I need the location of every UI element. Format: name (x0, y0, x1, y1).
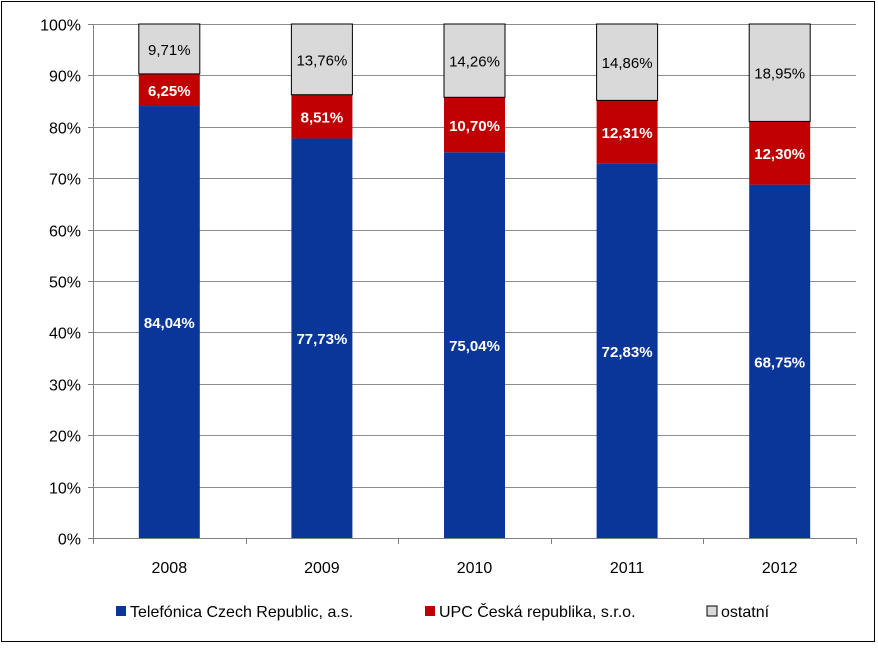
data-label: 75,04% (449, 338, 500, 355)
bar-segment (291, 94, 353, 139)
legend-swatch (706, 605, 718, 617)
bar-segment (749, 184, 811, 538)
legend-label: ostatní (721, 604, 770, 621)
x-tick-label: 2011 (610, 560, 645, 577)
bar-segment (596, 100, 658, 164)
x-tick-label: 2009 (304, 560, 340, 577)
data-labels: 84,04% 6,25% 9,71% 77,73% 8,51% 13,76% 75,04% 1… (144, 42, 805, 371)
legend-label: Telefónica Czech Republic, a.s. (130, 604, 353, 621)
x-tick-label: 2012 (762, 560, 798, 577)
bar-segment (596, 23, 659, 101)
bar-segment (749, 121, 811, 185)
y-tick-label: 30% (49, 378, 81, 395)
data-label: 6,25% (148, 83, 191, 100)
bar-segment (138, 73, 200, 107)
x-tick-label: 2010 (457, 560, 493, 577)
y-tick-label: 0% (58, 532, 81, 549)
bars (138, 23, 811, 539)
data-label: 12,30% (754, 146, 805, 163)
data-label: 13,76% (296, 52, 347, 69)
axes: 0% 10% 20% 30% 40% 50% 60% 70% 80% 90% 100% 2008 200… (40, 18, 857, 577)
bar-segment (291, 138, 353, 538)
y-tick-label: 100% (40, 18, 81, 35)
data-label: 68,75% (754, 354, 805, 371)
data-label: 12,31% (602, 125, 653, 142)
y-tick-label: 80% (49, 121, 81, 138)
y-tick-label: 90% (49, 69, 81, 86)
bar-segment (444, 152, 505, 538)
bar-segment (138, 23, 201, 75)
bar-segment (443, 23, 506, 98)
legend-label: UPC Česká republika, s.r.o. (439, 602, 636, 621)
legend: Telefónica Czech Republic, a.s. UPC Česká… (116, 602, 770, 621)
bar-segment (596, 163, 658, 538)
data-label: 77,73% (296, 331, 347, 348)
data-label: 84,04% (144, 315, 195, 332)
data-label: 8,51% (301, 110, 344, 127)
data-label: 14,26% (449, 54, 500, 71)
bar-segment (138, 106, 200, 539)
y-tick-label: 60% (49, 224, 81, 241)
bar-segment (290, 23, 353, 96)
y-tick-label: 10% (49, 481, 81, 498)
y-tick-label: 20% (49, 429, 81, 446)
data-label: 9,71% (148, 42, 191, 59)
data-label: 10,70% (449, 118, 500, 135)
data-label: 18,95% (754, 66, 805, 83)
bar-segment (748, 23, 811, 122)
legend-swatch (116, 606, 126, 616)
data-label: 14,86% (602, 55, 653, 72)
data-label: 72,83% (602, 344, 653, 361)
y-tick-label: 70% (49, 172, 81, 189)
legend-swatch (425, 606, 435, 616)
y-tick-label: 40% (49, 326, 81, 343)
x-tick-label: 2008 (152, 560, 188, 577)
bar-segment (444, 97, 505, 153)
y-tick-label: 50% (49, 275, 81, 292)
